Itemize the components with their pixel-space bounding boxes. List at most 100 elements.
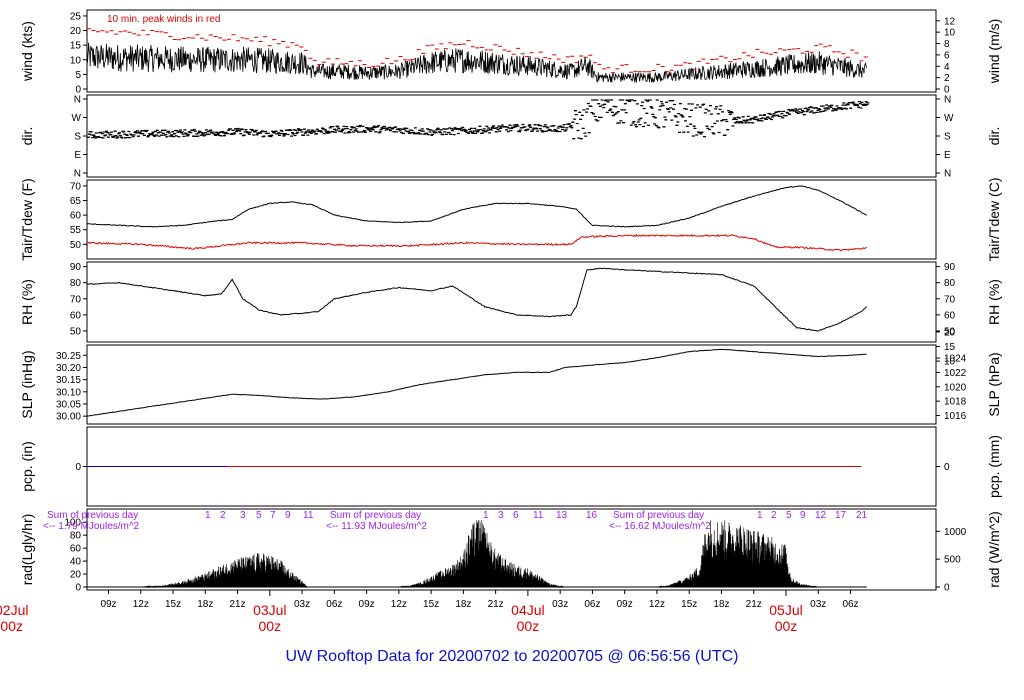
- y2-tick-label-rh: 60: [944, 310, 956, 321]
- y-tick-label-slp: 30.15: [56, 375, 81, 386]
- x-tick-label: 06z: [842, 599, 858, 610]
- y-axis-title-dir: dir.: [19, 127, 35, 146]
- hour-label: 16: [586, 510, 598, 521]
- y-axis-title-wind: wind (kts): [19, 21, 35, 82]
- y-tick-label-rh: 80: [70, 278, 82, 289]
- hour-label: 13: [556, 510, 568, 521]
- y-tick-label-temp: 55: [70, 225, 82, 236]
- y-tick-label-temp: 70: [70, 181, 82, 192]
- y-tick-label-slp: 30.00: [56, 412, 81, 423]
- panel-frame-slp: [86, 344, 937, 425]
- y-tick-label-rh: 70: [70, 294, 82, 305]
- series-group-slp: [86, 348, 867, 417]
- y-tick-label-wind: 20: [70, 26, 82, 37]
- series-wind-mean: [86, 42, 867, 83]
- x-tick-label: 15z: [681, 599, 697, 610]
- y2-tick-label-wind: 0: [944, 85, 950, 96]
- x-tick-label: 15z: [165, 599, 181, 610]
- y2-tick-label-temp: 10: [944, 357, 956, 368]
- y2-tick-label-slp: 1016: [944, 411, 967, 422]
- daily-total-value: <-- 16.62 MJoules/m^2: [609, 521, 711, 532]
- y-tick-label-temp: 60: [70, 211, 82, 222]
- y2-tick-label-slp: 1018: [944, 397, 967, 408]
- series-rh: [86, 267, 867, 332]
- day-label: 04Jul: [511, 602, 544, 618]
- y2-axis-title-pcp: pcp. (mm): [986, 435, 1002, 498]
- y-tick-label-wind: 0: [75, 85, 81, 96]
- hour-label: 7: [270, 510, 276, 521]
- panel-frame-rad: [86, 508, 937, 591]
- panel-frame-temp: [86, 179, 937, 260]
- hour-label: 12: [815, 510, 827, 521]
- x-tick-label: 18z: [455, 599, 471, 610]
- daily-total-label: Sum of previous day: [47, 510, 138, 521]
- y2-tick-label-rh: 70: [944, 294, 956, 305]
- y2-axis-title-slp: SLP (hPa): [986, 352, 1002, 416]
- x-tick-label: 12z: [649, 599, 665, 610]
- y-axis-title-slp: SLP (inHg): [19, 350, 35, 418]
- y-tick-label-dir: S: [74, 132, 81, 143]
- series-group-rh: [86, 267, 867, 332]
- x-tick-label: 09z: [359, 599, 375, 610]
- hour-label: 9: [285, 510, 291, 521]
- y-tick-label-pcp: 0: [75, 462, 81, 473]
- y2-tick-label-wind: 6: [944, 50, 950, 61]
- x-tick-label: 09z: [617, 599, 633, 610]
- day-sub-label: 00z: [517, 618, 540, 634]
- hour-label: 11: [303, 510, 314, 521]
- y-tick-label-slp: 30.20: [56, 363, 81, 374]
- x-tick-label: 03z: [810, 599, 826, 610]
- x-tick-label: 21z: [746, 599, 762, 610]
- y2-axis-title-dir: dir.: [986, 127, 1002, 146]
- panel-frame-wind: [86, 9, 937, 93]
- series-group-rad: [87, 520, 867, 589]
- y2-tick-label-dir: W: [944, 113, 954, 124]
- daily-total-value: <-- 1.79 MJoules/m^2: [43, 521, 140, 532]
- y2-tick-label-wind: 4: [944, 62, 950, 73]
- y2-axis-title-rh: RH (%): [986, 279, 1002, 325]
- hour-label: 11: [533, 510, 544, 521]
- hour-label: 1: [757, 510, 763, 521]
- y-tick-label-slp: 30.10: [56, 387, 81, 398]
- y-tick-label-rad: 0: [75, 583, 81, 594]
- hour-label: 3: [498, 510, 504, 521]
- y-tick-label-wind: 5: [75, 70, 81, 81]
- series-slp: [86, 348, 867, 417]
- x-tick-label: 18z: [197, 599, 213, 610]
- day-sub-label: 00z: [775, 618, 798, 634]
- x-tick-label: 03z: [294, 599, 310, 610]
- hour-label: 21: [856, 510, 868, 521]
- x-tick-label: 21z: [229, 599, 245, 610]
- hour-label: 5: [256, 510, 262, 521]
- y-tick-label-rh: 60: [70, 310, 82, 321]
- y-tick-label-dir: W: [72, 113, 82, 124]
- chart-footer-title: UW Rooftop Data for 20200702 to 20200705…: [285, 648, 739, 665]
- hour-label: 17: [835, 510, 847, 521]
- y2-tick-label-rh: 90: [944, 262, 956, 273]
- y-tick-label-rad: 20: [70, 570, 82, 581]
- day-label: 03Jul: [253, 602, 286, 618]
- x-tick-label: 18z: [713, 599, 729, 610]
- series-tair: [86, 185, 867, 228]
- y2-tick-label-wind: 2: [944, 73, 950, 84]
- wind-annotation: 10 min. peak winds in red: [107, 14, 220, 25]
- y-tick-label-temp: 65: [70, 196, 82, 207]
- y-tick-label-rad: 80: [70, 531, 82, 542]
- y2-tick-label-dir: S: [944, 132, 951, 143]
- x-tick-label: 12z: [133, 599, 149, 610]
- y2-tick-label-wind: 12: [944, 16, 956, 27]
- x-tick-label: 09z: [100, 599, 116, 610]
- y-tick-label-dir: N: [74, 95, 81, 106]
- y2-tick-label-rad: 500: [944, 555, 961, 566]
- x-tick-label: 06z: [584, 599, 600, 610]
- y-tick-label-rad: 40: [70, 557, 82, 568]
- series-tdew: [86, 233, 867, 252]
- x-tick-label: 12z: [391, 599, 407, 610]
- y-tick-label-rh: 50: [70, 326, 82, 337]
- hour-label: 2: [771, 510, 777, 521]
- y-tick-label-dir: N: [74, 169, 81, 180]
- y2-tick-label-rh: 50: [944, 326, 956, 337]
- y-axis-title-pcp: pcp. (in): [19, 441, 35, 492]
- y2-tick-label-rad: 1000: [944, 527, 967, 538]
